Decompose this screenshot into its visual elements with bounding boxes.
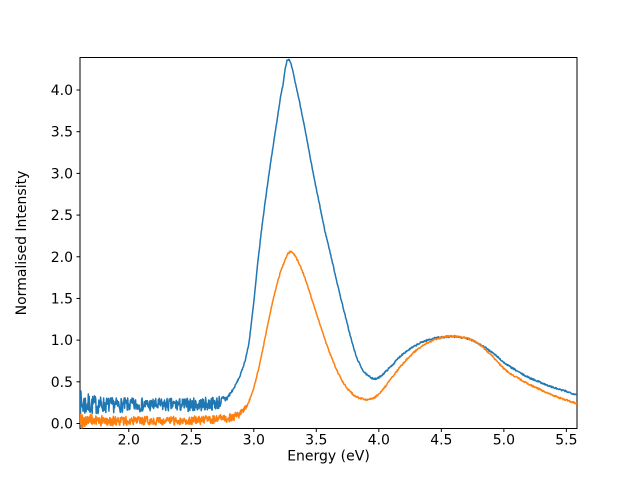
y-tick-label: 2.5 [51,208,73,224]
y-tick-label: 1.0 [51,333,73,349]
series-group [80,58,577,429]
x-axis-ticks: 2.0 2.5 3.0 3.5 4.0 4.5 5.0 5.5 [118,428,578,449]
y-tick-label: 0.0 [51,416,73,432]
x-tick-label: 2.5 [180,433,202,449]
y-axis-label: Normalised Intensity [14,171,30,316]
x-tick-label: 2.0 [118,433,140,449]
x-tick-label: 4.0 [368,433,390,449]
x-tick-label: 5.5 [555,433,577,449]
y-tick-label: 0.5 [51,375,73,391]
y-tick-label: 3.5 [51,125,73,141]
x-tick-label: 4.5 [430,433,452,449]
y-tick-label: 2.0 [51,250,73,266]
x-axis-label: Energy (eV) [287,449,370,465]
y-tick-label: 3.0 [51,166,73,182]
y-tick-label: 1.5 [51,291,73,307]
x-tick-label: 3.5 [305,433,327,449]
y-axis-ticks: 0.0 0.5 1.0 1.5 2.0 2.5 3.0 3.5 4.0 [51,83,80,432]
series-1-line [80,58,577,420]
y-tick-label: 4.0 [51,83,73,99]
series-2-line [80,250,577,429]
x-tick-label: 3.0 [243,433,265,449]
x-tick-label: 5.0 [493,433,515,449]
